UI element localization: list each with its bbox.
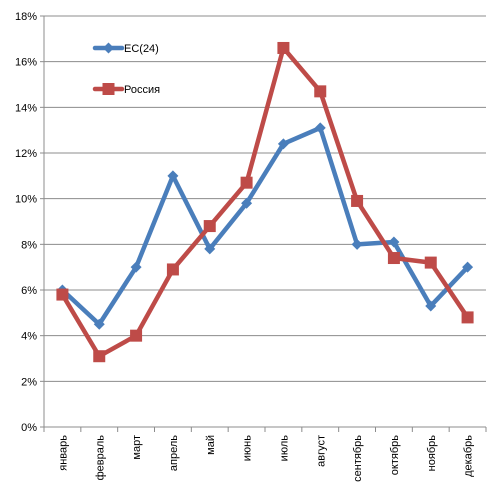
- data-point: [314, 85, 327, 98]
- series-line: [60, 125, 470, 327]
- grid-lines: [44, 15, 486, 382]
- x-tick-label: февраль: [94, 435, 106, 481]
- y-tick-label: 12%: [15, 148, 37, 160]
- data-point: [93, 318, 105, 330]
- legend-marker: [103, 42, 114, 54]
- x-tick-label: март: [131, 435, 143, 460]
- data-point: [167, 170, 179, 182]
- x-tick-label: сентябрь: [352, 435, 364, 482]
- series-line: [60, 45, 470, 359]
- series-1: [56, 122, 474, 330]
- y-tick-label: 14%: [15, 102, 37, 114]
- data-point: [56, 288, 69, 301]
- data-point: [351, 194, 364, 207]
- y-tick-label: 18%: [15, 11, 37, 23]
- x-tick-label: май: [205, 435, 217, 455]
- data-point: [462, 261, 474, 273]
- legend-entry: Россия: [92, 83, 160, 96]
- y-tick-label: 8%: [21, 239, 37, 251]
- y-tick-label: 10%: [15, 194, 37, 206]
- data-point: [130, 329, 143, 342]
- y-tick-label: 0%: [21, 422, 37, 434]
- x-tick-label: апрель: [168, 435, 180, 471]
- axes: [40, 15, 487, 432]
- y-tick-label: 16%: [15, 57, 37, 69]
- data-series: [56, 41, 474, 363]
- data-point: [314, 122, 326, 134]
- x-axis-tick-labels: январь февраль март апрель май июнь июль август…: [57, 435, 474, 482]
- x-tick-label: октябрь: [389, 435, 401, 475]
- data-point: [277, 138, 289, 150]
- y-tick-label: 4%: [21, 331, 37, 343]
- data-point: [387, 252, 400, 265]
- legend-entry: ЕС(24): [92, 42, 159, 55]
- legend-marker: [102, 83, 115, 95]
- data-point: [93, 350, 106, 363]
- legend-label: ЕС(24): [124, 43, 159, 55]
- data-point: [277, 41, 290, 54]
- data-point: [351, 238, 363, 250]
- data-point: [204, 243, 216, 255]
- data-point: [461, 311, 474, 324]
- data-point: [241, 197, 253, 209]
- data-point: [424, 256, 437, 269]
- x-tick-label: август: [315, 435, 327, 467]
- series-2: [56, 41, 474, 363]
- legend-label: Россия: [124, 84, 160, 96]
- data-point: [166, 263, 179, 276]
- y-tick-label: 2%: [21, 376, 37, 388]
- y-axis-tick-labels: 0% 2% 4% 6% 8% 10% 12% 14% 16% 18%: [15, 11, 37, 434]
- data-point: [240, 176, 253, 189]
- x-tick-label: декабрь: [463, 435, 475, 477]
- x-tick-label: январь: [57, 435, 69, 471]
- legend: ЕС(24) Россия: [92, 42, 160, 96]
- data-point: [130, 261, 142, 273]
- data-point: [203, 220, 216, 233]
- x-tick-label: июль: [278, 435, 290, 462]
- x-tick-label: ноябрь: [426, 435, 438, 472]
- data-point: [388, 236, 400, 248]
- data-point: [425, 300, 437, 312]
- y-tick-label: 6%: [21, 285, 37, 297]
- x-tick-label: июнь: [242, 435, 254, 461]
